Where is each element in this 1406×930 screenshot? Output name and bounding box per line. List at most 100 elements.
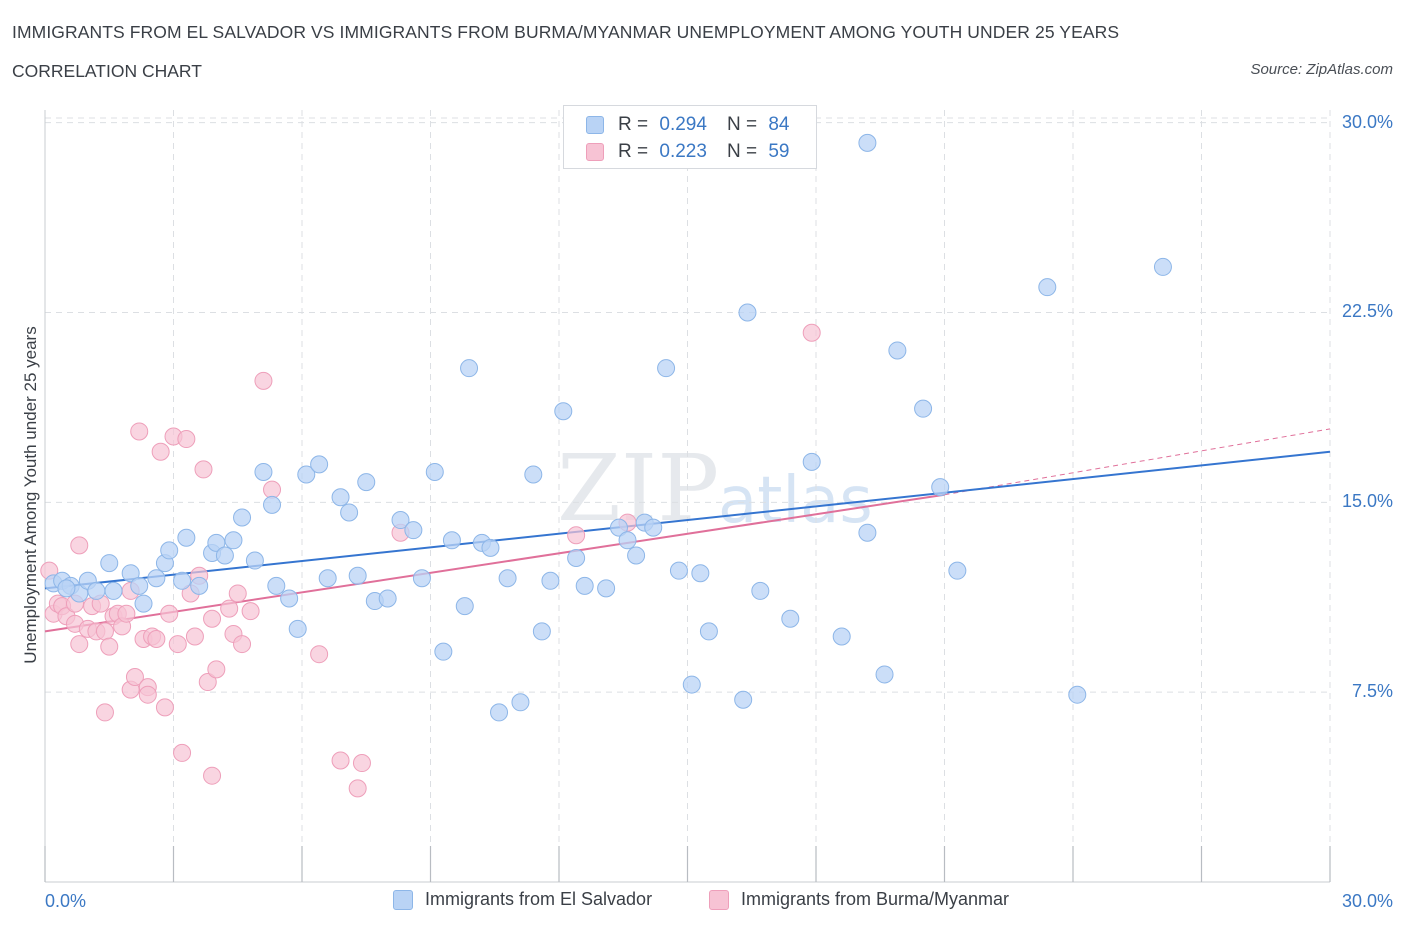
burma-point xyxy=(203,609,222,628)
el-salvador-point xyxy=(738,303,757,322)
el-salvador-point xyxy=(498,569,517,588)
el-salvador-point xyxy=(357,473,376,492)
burma-trend-extension xyxy=(944,428,1331,496)
el-salvador-point xyxy=(554,402,573,421)
el-salvador-point xyxy=(575,576,594,595)
burma-trend-line xyxy=(44,493,945,633)
burma-point xyxy=(263,480,282,499)
el-salvador-point xyxy=(280,589,299,608)
el-salvador-point xyxy=(254,462,273,481)
el-salvador-point xyxy=(567,549,586,568)
pink-swatch xyxy=(586,143,604,161)
el-salvador-point xyxy=(644,518,663,537)
el-salvador-point xyxy=(160,541,179,560)
el-salvador-point xyxy=(378,589,397,608)
n-value: 84 xyxy=(768,114,790,135)
watermark-atlas: atlas xyxy=(718,464,873,538)
el-salvador-point xyxy=(875,665,894,684)
burma-point xyxy=(70,536,89,555)
burma-point xyxy=(125,667,144,686)
axes xyxy=(44,110,1331,883)
burma-point xyxy=(310,645,329,664)
el-salvador-point xyxy=(177,528,196,547)
burma-point xyxy=(220,599,239,618)
y-tick-label: 30.0% xyxy=(1341,111,1393,132)
burma-point xyxy=(185,627,204,646)
el-salvador-point xyxy=(609,518,628,537)
burma-point xyxy=(95,622,114,641)
bottom-legend-el-salvador: Immigrants from El Salvador xyxy=(393,889,652,910)
el-salvador-point xyxy=(121,564,140,583)
el-salvador-point xyxy=(340,503,359,522)
r-label: R = xyxy=(618,114,649,135)
el-salvador-point xyxy=(597,579,616,598)
pink-swatch xyxy=(709,889,729,910)
burma-points xyxy=(40,323,821,798)
el-salvador-point xyxy=(524,465,543,484)
el-salvador-point xyxy=(190,576,209,595)
el-salvador-point xyxy=(412,569,431,588)
blue-swatch xyxy=(393,889,413,910)
y-tick-label: 15.0% xyxy=(1341,491,1393,512)
burma-point xyxy=(198,673,217,692)
el-salvador-point xyxy=(781,609,800,628)
el-salvador-point xyxy=(751,581,770,600)
el-salvador-point xyxy=(1153,257,1172,276)
el-salvador-point xyxy=(233,508,252,527)
el-salvador-point xyxy=(130,576,149,595)
burma-point xyxy=(228,584,247,603)
burma-point xyxy=(151,442,170,461)
burma-point xyxy=(147,630,166,649)
legend-row-burma: R = 0.223 N = 59 xyxy=(586,141,789,163)
el-salvador-point xyxy=(734,690,753,709)
el-salvador-point xyxy=(481,538,500,557)
burma-point xyxy=(95,703,114,722)
burma-point xyxy=(177,430,196,449)
el-salvador-point xyxy=(657,359,676,378)
burma-point xyxy=(352,754,371,773)
el-salvador-points xyxy=(44,133,1172,722)
el-salvador-point xyxy=(147,569,166,588)
el-salvador-point xyxy=(348,566,367,585)
burma-point xyxy=(100,637,119,656)
el-salvador-point xyxy=(682,675,701,694)
el-salvador-point xyxy=(699,622,718,641)
gridlines xyxy=(45,110,1331,882)
x-tick-max: 30.0% xyxy=(1341,891,1393,911)
burma-point xyxy=(203,766,222,785)
el-salvador-point xyxy=(434,642,453,661)
x-tick-min: 0.0% xyxy=(45,891,87,911)
el-salvador-point xyxy=(669,561,688,580)
burma-point xyxy=(241,602,260,621)
blue-swatch xyxy=(586,116,604,134)
burma-point xyxy=(130,422,149,441)
burma-point xyxy=(173,743,192,762)
burma-point xyxy=(348,779,367,798)
el-salvador-point xyxy=(627,546,646,565)
el-salvador-point xyxy=(541,571,560,590)
n-label: N = xyxy=(726,114,758,135)
el-salvador-point xyxy=(858,133,877,152)
el-salvador-point xyxy=(948,561,967,580)
source-label: Source: ZipAtlas.com xyxy=(1250,61,1393,78)
y-tick-label: 7.5% xyxy=(1351,681,1393,702)
el-salvador-point xyxy=(297,465,316,484)
burma-point xyxy=(331,751,350,770)
el-salvador-point xyxy=(532,622,551,641)
el-salvador-point xyxy=(104,581,123,600)
el-salvador-point xyxy=(618,531,637,550)
bottom-legend-burma: Immigrants from Burma/Myanmar xyxy=(709,889,1009,910)
el-salvador-point xyxy=(442,531,461,550)
el-salvador-point xyxy=(267,576,286,595)
el-salvador-point xyxy=(490,703,509,722)
burma-point xyxy=(70,635,89,654)
el-salvador-point xyxy=(245,551,264,570)
n-label: N = xyxy=(726,141,758,162)
burma-point xyxy=(233,635,252,654)
burma-point xyxy=(802,323,821,342)
el-salvador-point xyxy=(888,341,907,360)
legend-label: Immigrants from El Salvador xyxy=(425,889,653,909)
el-salvador-point xyxy=(263,495,282,514)
